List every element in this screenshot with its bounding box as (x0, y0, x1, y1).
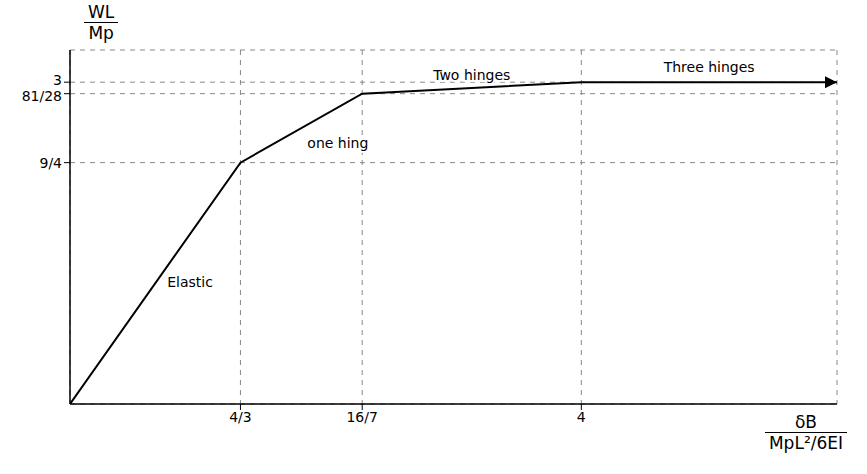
svg-text:Elastic: Elastic (167, 274, 213, 290)
svg-text:81/28: 81/28 (22, 88, 62, 104)
svg-text:4: 4 (577, 409, 586, 425)
svg-text:3: 3 (53, 72, 62, 88)
svg-text:one hing: one hing (307, 135, 368, 151)
svg-text:Two hinges: Two hinges (432, 67, 510, 83)
svg-text:9/4: 9/4 (39, 155, 62, 171)
svg-text:4/3: 4/3 (229, 409, 252, 425)
svg-text:Three hinges: Three hinges (663, 59, 755, 75)
svg-text:16/7: 16/7 (346, 409, 377, 425)
html-text:MpL²/6EI: MpL²/6EI (769, 433, 843, 453)
html-text:WL: WL (88, 2, 115, 22)
html-text:δB: δB (794, 412, 817, 432)
html-text:Mp: Mp (88, 23, 114, 43)
